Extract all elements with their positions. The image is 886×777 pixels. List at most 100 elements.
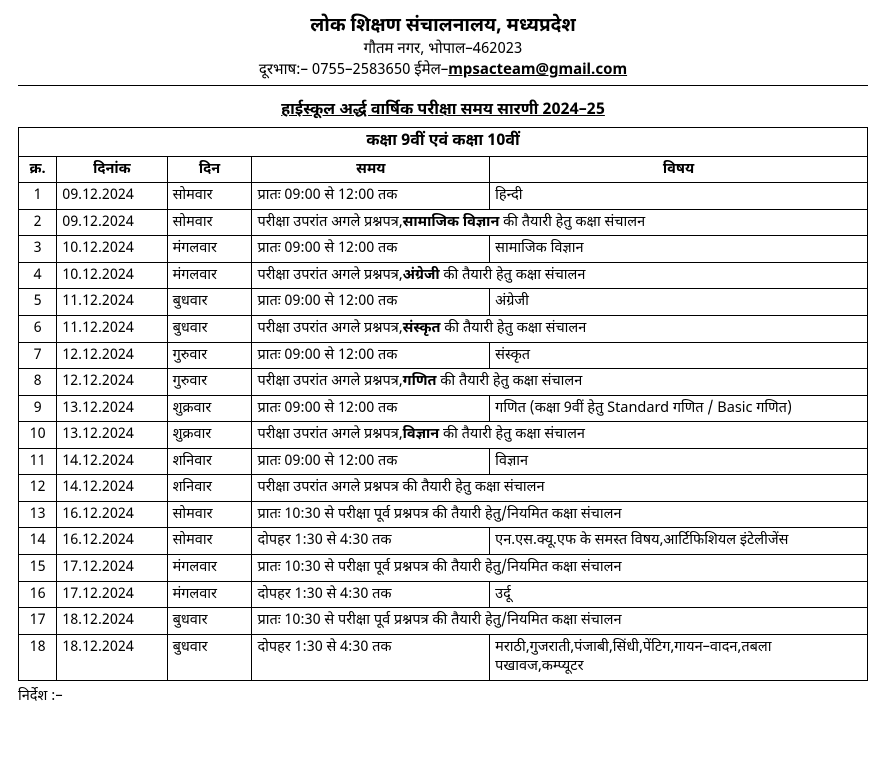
cell-subject: उर्दू	[490, 581, 868, 608]
phone-prefix: दूरभाष:– 0755–2583650 ईमेल–	[259, 62, 448, 81]
col-sn: क्र.	[19, 156, 57, 183]
table-row: 1818.12.2024बुधवारदोपहर 1:30 से 4:30 तकम…	[19, 634, 868, 680]
cell-day: मंगलवार	[167, 581, 252, 608]
cell-day: मंगलवार	[167, 555, 252, 582]
class-header: कक्षा 9वीं एवं कक्षा 10वीं	[19, 128, 868, 157]
document-header: लोक शिक्षण संचालनालय, मध्यप्रदेश गौतम नग…	[18, 14, 868, 81]
cell-day: सोमवार	[167, 209, 252, 236]
bold-subject: संस्कृत	[403, 319, 441, 338]
email-link[interactable]: mpsacteam@gmail.com	[448, 62, 627, 81]
cell-date: 09.12.2024	[57, 209, 167, 236]
table-row: 209.12.2024सोमवारपरीक्षा उपरांत अगले प्र…	[19, 209, 868, 236]
table-row: 1617.12.2024मंगलवारदोपहर 1:30 से 4:30 तक…	[19, 581, 868, 608]
col-time: समय	[252, 156, 490, 183]
cell-sn: 11	[19, 448, 57, 475]
cell-date: 13.12.2024	[57, 395, 167, 422]
cell-date: 17.12.2024	[57, 555, 167, 582]
cell-day: बुधवार	[167, 608, 252, 635]
cell-date: 18.12.2024	[57, 608, 167, 635]
cell-day: मंगलवार	[167, 262, 252, 289]
cell-merged: परीक्षा उपरांत अगले प्रश्नपत्र,सामाजिक व…	[252, 209, 868, 236]
table-row: 611.12.2024बुधवारपरीक्षा उपरांत अगले प्र…	[19, 315, 868, 342]
column-header-row: क्र. दिनांक दिन समय विषय	[19, 156, 868, 183]
cell-subject: मराठी,गुजराती,पंजाबी,सिंधी,पेंटिग,गायन–व…	[490, 634, 868, 680]
footer-note: निर्देश :–	[18, 687, 868, 706]
cell-date: 10.12.2024	[57, 236, 167, 263]
cell-time: दोपहर 1:30 से 4:30 तक	[252, 634, 490, 680]
cell-sn: 4	[19, 262, 57, 289]
col-date: दिनांक	[57, 156, 167, 183]
cell-date: 18.12.2024	[57, 634, 167, 680]
table-row: 1517.12.2024मंगलवारप्रातः 10:30 से परीक्…	[19, 555, 868, 582]
cell-day: शुक्रवार	[167, 422, 252, 449]
cell-day: सोमवार	[167, 183, 252, 210]
cell-sn: 10	[19, 422, 57, 449]
cell-day: शनिवार	[167, 448, 252, 475]
contact-line: दूरभाष:– 0755–2583650 ईमेल–mpsacteam@gma…	[18, 62, 868, 81]
cell-subject: गणित (कक्षा 9वीं हेतु Standard गणित / Ba…	[490, 395, 868, 422]
cell-day: सोमवार	[167, 501, 252, 528]
cell-date: 11.12.2024	[57, 289, 167, 316]
cell-day: बुधवार	[167, 315, 252, 342]
cell-time: प्रातः 09:00 से 12:00 तक	[252, 448, 490, 475]
cell-time: दोपहर 1:30 से 4:30 तक	[252, 581, 490, 608]
cell-day: बुधवार	[167, 289, 252, 316]
table-row: 812.12.2024गुरुवारपरीक्षा उपरांत अगले प्…	[19, 369, 868, 396]
cell-merged: परीक्षा उपरांत अगले प्रश्नपत्र,संस्कृत क…	[252, 315, 868, 342]
cell-day: सोमवार	[167, 528, 252, 555]
cell-merged: परीक्षा उपरांत अगले प्रश्नपत्र,अंग्रेजी …	[252, 262, 868, 289]
org-title: लोक शिक्षण संचालनालय, मध्यप्रदेश	[18, 14, 868, 39]
cell-date: 12.12.2024	[57, 342, 167, 369]
cell-merged: परीक्षा उपरांत अगले प्रश्नपत्र की तैयारी…	[252, 475, 868, 502]
cell-date: 11.12.2024	[57, 315, 167, 342]
bold-subject: विज्ञान	[403, 425, 440, 444]
timetable: कक्षा 9वीं एवं कक्षा 10वीं क्र. दिनांक द…	[18, 127, 868, 681]
col-subject: विषय	[490, 156, 868, 183]
cell-date: 13.12.2024	[57, 422, 167, 449]
table-row: 511.12.2024बुधवारप्रातः 09:00 से 12:00 त…	[19, 289, 868, 316]
col-day: दिन	[167, 156, 252, 183]
cell-subject: विज्ञान	[490, 448, 868, 475]
table-row: 1416.12.2024सोमवारदोपहर 1:30 से 4:30 तकए…	[19, 528, 868, 555]
cell-merged: परीक्षा उपरांत अगले प्रश्नपत्र,गणित की त…	[252, 369, 868, 396]
cell-date: 12.12.2024	[57, 369, 167, 396]
bold-subject: सामाजिक विज्ञान	[403, 213, 500, 232]
cell-time: प्रातः 09:00 से 12:00 तक	[252, 236, 490, 263]
table-row: 310.12.2024मंगलवारप्रातः 09:00 से 12:00 …	[19, 236, 868, 263]
cell-sn: 17	[19, 608, 57, 635]
table-row: 1718.12.2024बुधवारप्रातः 10:30 से परीक्ष…	[19, 608, 868, 635]
cell-sn: 9	[19, 395, 57, 422]
cell-time: प्रातः 09:00 से 12:00 तक	[252, 395, 490, 422]
cell-time: प्रातः 09:00 से 12:00 तक	[252, 342, 490, 369]
cell-sn: 1	[19, 183, 57, 210]
cell-time: प्रातः 09:00 से 12:00 तक	[252, 289, 490, 316]
cell-subject: एन.एस.क्यू.एफ के समस्त विषय,आर्टिफिशियल …	[490, 528, 868, 555]
cell-date: 10.12.2024	[57, 262, 167, 289]
cell-sn: 2	[19, 209, 57, 236]
table-row: 913.12.2024शुक्रवारप्रातः 09:00 से 12:00…	[19, 395, 868, 422]
cell-day: गुरुवार	[167, 342, 252, 369]
cell-merged: परीक्षा उपरांत अगले प्रश्नपत्र,विज्ञान क…	[252, 422, 868, 449]
cell-sn: 12	[19, 475, 57, 502]
org-address: गौतम नगर, भोपाल–462023	[18, 41, 868, 60]
cell-subject: हिन्दी	[490, 183, 868, 210]
cell-merged: प्रातः 10:30 से परीक्षा पूर्व प्रश्नपत्र…	[252, 608, 868, 635]
cell-sn: 18	[19, 634, 57, 680]
table-row: 1316.12.2024सोमवारप्रातः 10:30 से परीक्ष…	[19, 501, 868, 528]
cell-subject: अंग्रेजी	[490, 289, 868, 316]
cell-time: दोपहर 1:30 से 4:30 तक	[252, 528, 490, 555]
exam-title: हाईस्कूल अर्द्ध वार्षिक परीक्षा समय सारण…	[18, 100, 868, 121]
cell-merged: प्रातः 10:30 से परीक्षा पूर्व प्रश्नपत्र…	[252, 555, 868, 582]
table-row: 1114.12.2024शनिवारप्रातः 09:00 से 12:00 …	[19, 448, 868, 475]
cell-sn: 14	[19, 528, 57, 555]
cell-subject: संस्कृत	[490, 342, 868, 369]
cell-day: मंगलवार	[167, 236, 252, 263]
table-row: 1214.12.2024शनिवारपरीक्षा उपरांत अगले प्…	[19, 475, 868, 502]
cell-day: गुरुवार	[167, 369, 252, 396]
cell-sn: 6	[19, 315, 57, 342]
cell-sn: 8	[19, 369, 57, 396]
cell-date: 14.12.2024	[57, 475, 167, 502]
cell-sn: 13	[19, 501, 57, 528]
cell-day: शुक्रवार	[167, 395, 252, 422]
cell-sn: 5	[19, 289, 57, 316]
